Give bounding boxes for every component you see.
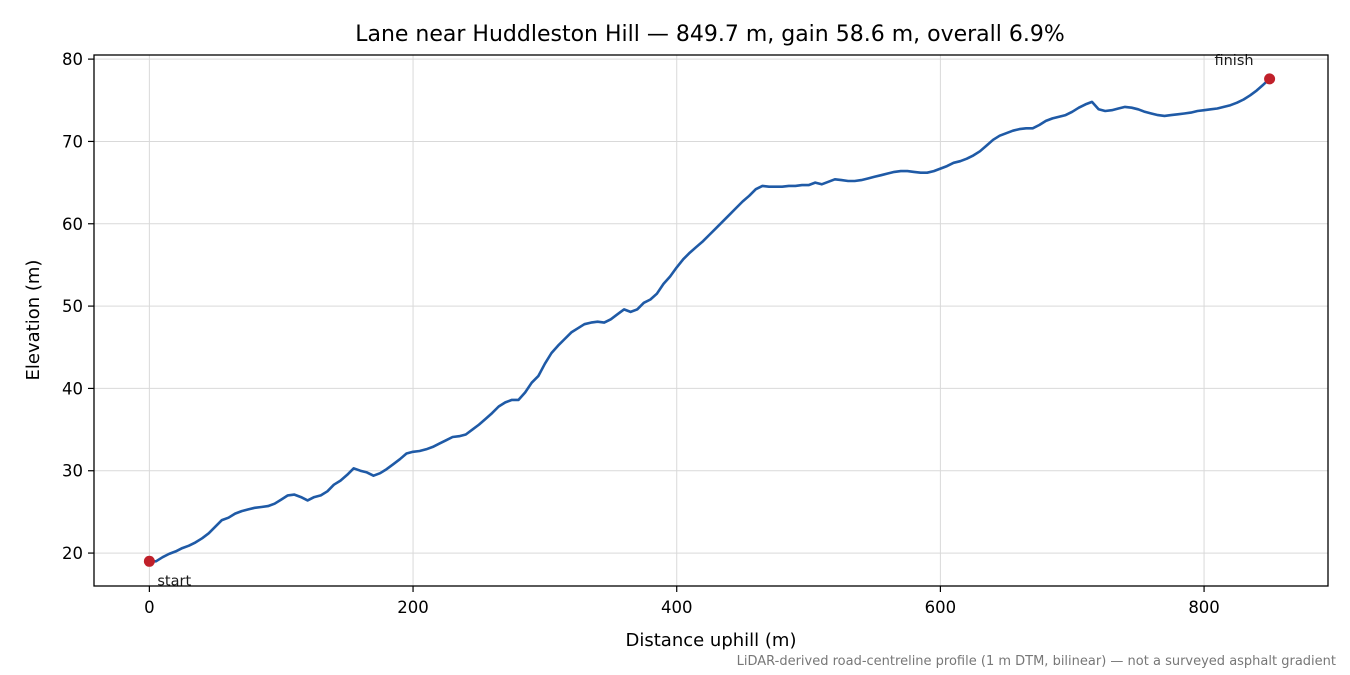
y-tick-label: 60 xyxy=(62,215,83,234)
plot-area: start finish xyxy=(143,53,1276,589)
y-tick-label: 70 xyxy=(62,132,83,151)
y-tick-label: 40 xyxy=(62,379,83,398)
x-tick-label: 400 xyxy=(661,598,693,617)
chart-title: Lane near Huddleston Hill — 849.7 m, gai… xyxy=(355,22,1065,47)
x-axis-label: Distance uphill (m) xyxy=(626,630,797,651)
plot-frame xyxy=(93,54,1329,587)
y-tick-label: 50 xyxy=(62,297,83,316)
start-annotation: start xyxy=(157,573,191,589)
start-marker xyxy=(143,555,155,567)
grid xyxy=(94,55,1328,586)
axis-ticks: 0 200 400 600 800 20 30 40 50 60 70 80 xyxy=(62,50,1220,617)
y-axis-label: Elevation (m) xyxy=(23,260,44,381)
finish-marker xyxy=(1264,73,1276,85)
y-tick-label: 30 xyxy=(62,462,83,481)
elevation-series-line xyxy=(148,77,1271,563)
finish-annotation: finish xyxy=(1214,53,1253,69)
y-tick-label: 20 xyxy=(62,544,83,563)
x-tick-label: 0 xyxy=(144,598,155,617)
x-tick-label: 600 xyxy=(925,598,957,617)
footnote: LiDAR-derived road-centreline profile (1… xyxy=(737,654,1336,669)
x-tick-label: 200 xyxy=(397,598,429,617)
y-tick-label: 80 xyxy=(62,50,83,69)
x-tick-label: 800 xyxy=(1188,598,1220,617)
